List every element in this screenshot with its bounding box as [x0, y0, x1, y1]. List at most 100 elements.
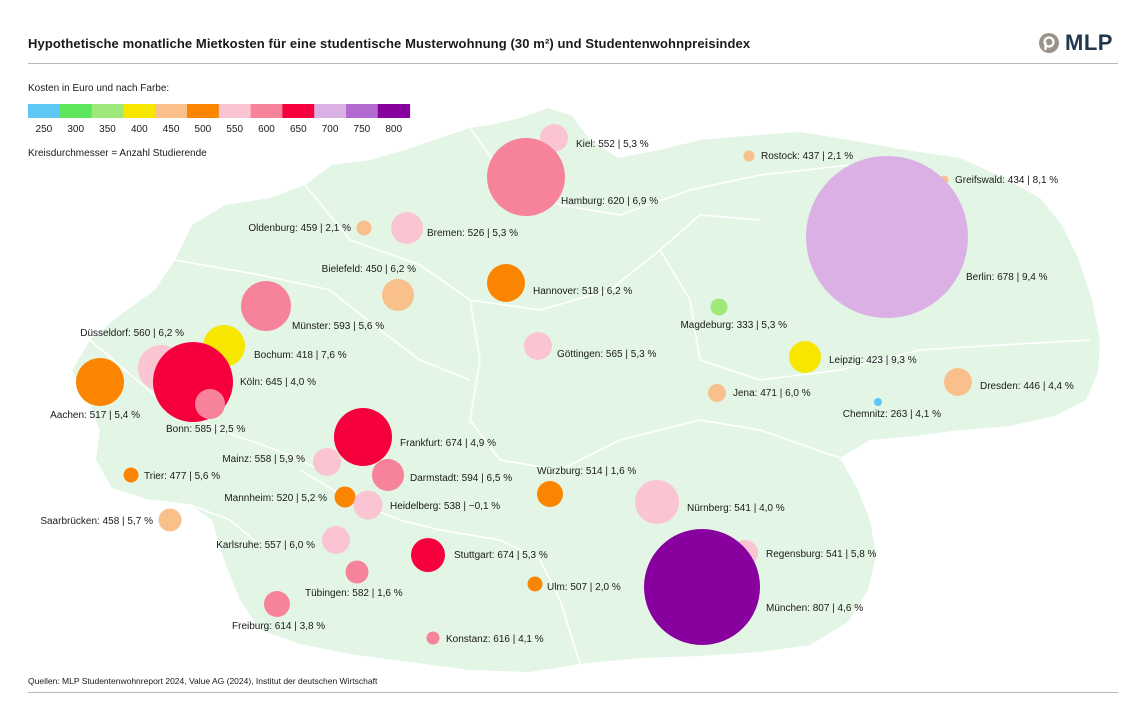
bubble-aachen: [76, 358, 124, 406]
label-saarbruecken: Saarbrücken: 458 | 5,7 %: [40, 516, 153, 527]
bubble-magdeburg: [710, 298, 728, 316]
bubble-ulm: [527, 576, 543, 592]
state-border-nrw: [174, 259, 471, 381]
bubble-nuernberg: [635, 480, 679, 524]
state-border-rheinland: [89, 339, 321, 471]
mlp-logo: MLP: [1038, 30, 1113, 56]
color-legend: 250 300 350 400 450 500 550 600 650 700 750 800: [28, 104, 411, 135]
legend-swatch-800: [377, 104, 411, 118]
label-bonn: Bonn: 585 | 2,5 %: [166, 424, 245, 435]
bubble-bielefeld: [382, 279, 414, 311]
bubble-goettingen: [524, 332, 552, 360]
label-mainz: Mainz: 558 | 5,9 %: [222, 454, 305, 465]
label-karlsruhe: Karlsruhe: 557 | 6,0 %: [216, 540, 315, 551]
bubble-rostock: [743, 150, 755, 162]
bubble-bremen: [391, 212, 423, 244]
label-regensburg: Regensburg: 541 | 5,8 %: [766, 549, 877, 560]
bubble-mannheim: [334, 486, 356, 508]
bubble-muenchen: [644, 529, 760, 645]
bubble-frankfurt: [334, 408, 392, 466]
label-duesseldorf: Düsseldorf: 560 | 6,2 %: [80, 328, 184, 339]
label-greifswald: Greifswald: 434 | 8,1 %: [955, 175, 1058, 186]
legend-swatch-700: [314, 104, 347, 118]
label-trier: Trier: 477 | 5,6 %: [144, 471, 220, 482]
label-rostock: Rostock: 437 | 2,1 %: [761, 151, 853, 162]
bubble-leipzig: [789, 341, 821, 373]
legend-size-note: Kreisdurchmesser = Anzahl Studierende: [28, 148, 207, 159]
label-konstanz: Konstanz: 616 | 4,1 %: [446, 634, 544, 645]
label-tuebingen: Tübingen: 582 | 1,6 %: [305, 588, 403, 599]
legend-swatch-500: [187, 104, 220, 118]
bubble-hamburg: [487, 138, 565, 216]
legend-tick-500: 500: [195, 124, 212, 135]
legend-tick-700: 700: [322, 124, 339, 135]
legend-tick-650: 650: [290, 124, 307, 135]
legend-tick-450: 450: [163, 124, 180, 135]
legend-tick-800: 800: [385, 124, 402, 135]
legend-tick-550: 550: [226, 124, 243, 135]
bubble-jena: [708, 384, 726, 402]
label-berlin: Berlin: 678 | 9,4 %: [966, 272, 1048, 283]
bubble-muenster: [241, 281, 291, 331]
label-koeln: Köln: 645 | 4,0 %: [240, 377, 316, 388]
label-bremen: Bremen: 526 | 5,3 %: [427, 228, 518, 239]
bubble-bonn: [195, 389, 225, 419]
label-wuerzburg: Würzburg: 514 | 1,6 %: [537, 466, 636, 477]
mlp-logo-text: MLP: [1065, 30, 1113, 55]
label-nuernberg: Nürnberg: 541 | 4,0 %: [687, 503, 785, 514]
label-stuttgart: Stuttgart: 674 | 5,3 %: [454, 550, 548, 561]
label-bochum: Bochum: 418 | 7,6 %: [254, 350, 347, 361]
bubble-trier: [123, 467, 139, 483]
label-mannheim: Mannheim: 520 | 5,2 %: [224, 493, 327, 504]
bubble-konstanz: [426, 631, 440, 645]
legend-tick-250: 250: [36, 124, 53, 135]
label-heidelberg: Heidelberg: 538 | −0,1 %: [390, 501, 500, 512]
legend-caption: Kosten in Euro und nach Farbe:: [28, 83, 170, 94]
label-ulm: Ulm: 507 | 2,0 %: [547, 582, 621, 593]
label-goettingen: Göttingen: 565 | 5,3 %: [557, 349, 656, 360]
label-frankfurt: Frankfurt: 674 | 4,9 %: [400, 438, 496, 449]
legend-swatch-550: [218, 104, 252, 118]
label-bielefeld: Bielefeld: 450 | 6,2 %: [322, 264, 416, 275]
header-divider: [28, 63, 1118, 64]
mlp-logo-icon: [1039, 33, 1059, 53]
bubble-stuttgart: [411, 538, 445, 572]
legend-swatch-750: [346, 104, 379, 118]
label-freiburg: Freiburg: 614 | 3,8 %: [232, 621, 325, 632]
bubble-tuebingen: [345, 560, 369, 584]
source-note: Quellen: MLP Studentenwohnreport 2024, V…: [28, 676, 378, 686]
label-hamburg: Hamburg: 620 | 6,9 %: [561, 196, 658, 207]
bubble-oldenburg: [356, 220, 372, 236]
bubble-dresden: [944, 368, 972, 396]
state-border-saarland: [149, 499, 261, 546]
city-bubbles: [76, 124, 972, 645]
bubble-berlin: [806, 156, 968, 318]
bubble-karlsruhe: [322, 526, 350, 554]
legend-tick-350: 350: [99, 124, 116, 135]
legend-swatch-350: [91, 104, 124, 118]
bubble-hannover: [487, 264, 525, 302]
bubble-mainz: [313, 448, 341, 476]
legend-swatch-400: [123, 104, 156, 118]
legend-swatch-250: [28, 104, 61, 118]
label-darmstadt: Darmstadt: 594 | 6,5 %: [410, 473, 512, 484]
footer-divider: [28, 692, 1118, 693]
legend-swatch-450: [155, 104, 188, 118]
label-dresden: Dresden: 446 | 4,4 %: [980, 381, 1074, 392]
legend-swatch-650: [282, 104, 315, 118]
city-labels: Kiel: 552 | 5,3 % Hamburg: 620 | 6,9 % Ros…: [40, 139, 1074, 645]
bubble-chemnitz: [874, 398, 882, 406]
legend-tick-400: 400: [131, 124, 148, 135]
bubble-wuerzburg: [537, 481, 563, 507]
bubble-heidelberg: [353, 490, 383, 520]
legend-tick-600: 600: [258, 124, 275, 135]
label-aachen: Aachen: 517 | 5,4 %: [50, 410, 140, 421]
label-kiel: Kiel: 552 | 5,3 %: [576, 139, 649, 150]
label-muenster: Münster: 593 | 5,6 %: [292, 321, 384, 332]
state-border-saxony-anhalt: [659, 249, 1091, 381]
state-border-lower-saxony: [304, 184, 761, 311]
chart-title: Hypothetische monatliche Mietkosten für …: [28, 36, 751, 51]
bubble-darmstadt: [372, 459, 404, 491]
bubble-freiburg: [264, 591, 290, 617]
